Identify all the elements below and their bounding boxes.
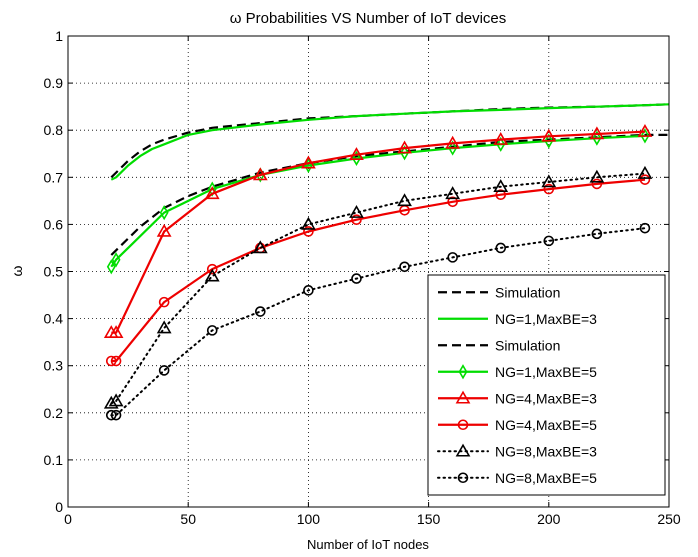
x-tick-label: 150 bbox=[417, 511, 441, 527]
legend: Simulation NG=1,MaxBE=3 Simulation NG=1,Max… bbox=[428, 275, 665, 495]
y-tick-label: 0.4 bbox=[44, 311, 64, 327]
x-tick-label: 250 bbox=[657, 511, 681, 527]
legend-box bbox=[428, 275, 665, 495]
legend-label: Simulation bbox=[495, 284, 560, 300]
x-tick-label: 50 bbox=[180, 511, 196, 527]
y-tick-label: 0 bbox=[55, 499, 63, 515]
y-tick-label: 0.1 bbox=[44, 452, 64, 468]
y-tick-label: 0.9 bbox=[44, 75, 64, 91]
x-tick-label: 200 bbox=[537, 511, 561, 527]
legend-label: Simulation bbox=[495, 337, 560, 353]
x-tick-label: 0 bbox=[64, 511, 72, 527]
y-tick-label: 0.7 bbox=[44, 169, 64, 185]
legend-label: NG=1,MaxBE=5 bbox=[495, 364, 597, 380]
legend-label: NG=4,MaxBE=5 bbox=[495, 417, 597, 433]
x-axis-label: Number of IoT nodes bbox=[307, 537, 429, 552]
y-tick-label: 0.3 bbox=[44, 358, 64, 374]
y-axis-label: ω bbox=[9, 265, 25, 276]
x-tick-label: 100 bbox=[297, 511, 321, 527]
chart-title: ω Probabilities VS Number of IoT devices bbox=[230, 10, 507, 27]
y-tick-label: 0.2 bbox=[44, 405, 64, 421]
legend-label: NG=4,MaxBE=3 bbox=[495, 390, 597, 406]
y-tick-label: 1 bbox=[55, 28, 63, 44]
y-tick-label: 0.6 bbox=[44, 216, 64, 232]
legend-label: NG=1,MaxBE=3 bbox=[495, 311, 597, 327]
y-tick-label: 0.8 bbox=[44, 122, 64, 138]
legend-label: NG=8,MaxBE=5 bbox=[495, 470, 597, 486]
legend-label: NG=8,MaxBE=3 bbox=[495, 443, 597, 459]
legend-entry: NG=1,MaxBE=5 bbox=[438, 364, 597, 380]
y-tick-label: 0.5 bbox=[44, 264, 64, 280]
